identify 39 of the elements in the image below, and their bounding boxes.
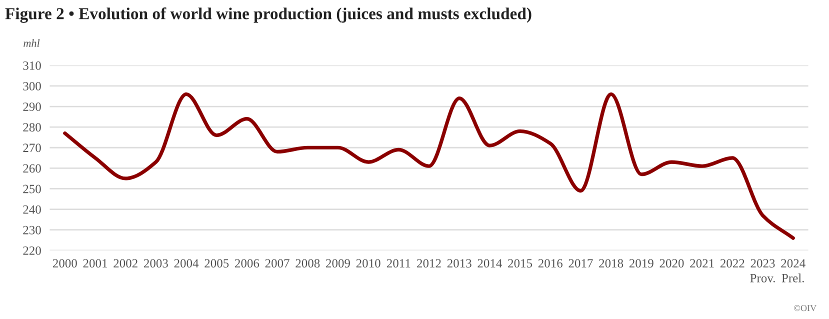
x-tick-label: 2007: [265, 259, 290, 268]
x-tick-label: 2016: [538, 259, 562, 268]
line-series: [63, 92, 795, 240]
text: ©OIV: [794, 305, 816, 312]
x-tick-label: 2010: [356, 259, 380, 268]
x-tick-label: 2018: [599, 259, 624, 268]
y-axis-title: mhl: [24, 39, 40, 47]
x-tick-label: 2019: [629, 259, 654, 268]
x-tick-label: 2013: [447, 259, 472, 268]
y-tick-label: 220: [23, 246, 41, 255]
x-tick-label: 2002: [114, 259, 138, 268]
x-tick-label: 2001: [83, 259, 107, 268]
y-tick-label: 280: [23, 123, 41, 132]
x-tick-label: 2008: [296, 259, 320, 268]
x-tick-label: 2009: [326, 259, 350, 268]
x-tick-label: 2012: [417, 259, 441, 268]
x-tick-label: 2017: [568, 259, 593, 268]
y-tick-label: 240: [23, 205, 41, 214]
x-tick-label: 2005: [204, 259, 229, 268]
y-tick-label: 300: [23, 82, 41, 90]
x-tick-label: 2014: [478, 259, 502, 268]
x-tick-label: 2020: [660, 259, 684, 268]
y-tick-label: 230: [23, 226, 41, 234]
x-tick-label: 2003: [144, 259, 168, 268]
x-tick-label: 2021: [690, 259, 714, 268]
x-tick-label: 2000: [52, 259, 77, 268]
y-tick-label: 290: [23, 102, 41, 111]
x-tick-label: 2024 Prel.: [781, 259, 806, 282]
y-tick-label: 250: [23, 184, 41, 194]
x-tick-label: 2015: [508, 259, 532, 268]
x-tick-label: 2022: [720, 259, 744, 268]
x-tick-label: 2006: [235, 259, 260, 268]
y-tick-label: 310: [23, 61, 41, 70]
chart-title: Figure 2 • Evolution of world wine production (juices and musts excluded): [5, 7, 532, 23]
y-tick-label: 270: [23, 144, 41, 152]
x-tick-label: 2023 Prov.: [750, 259, 775, 282]
x-tick-label: 2004: [174, 259, 199, 268]
y-tick-label: 260: [23, 164, 41, 173]
x-tick-label: 2011: [386, 259, 410, 268]
